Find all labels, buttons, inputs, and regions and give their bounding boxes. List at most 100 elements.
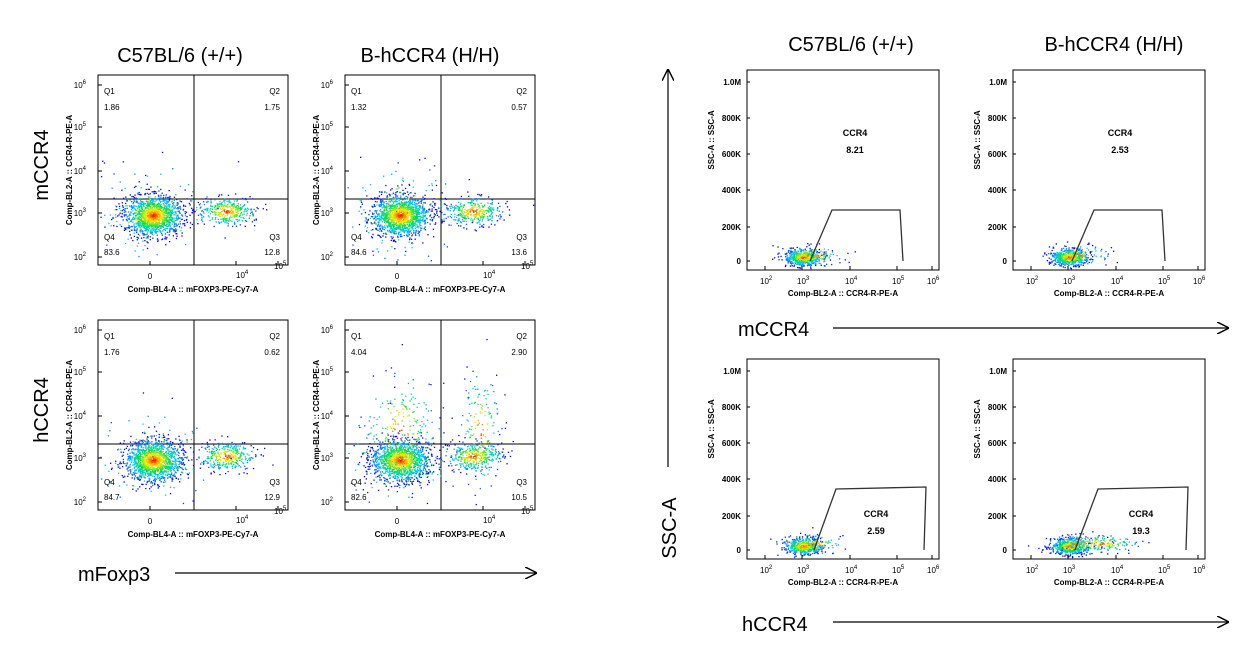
event-dot: [232, 206, 233, 207]
event-dot: [144, 240, 145, 241]
event-dot: [247, 208, 248, 209]
event-dot: [402, 178, 403, 179]
event-dot: [122, 456, 123, 457]
event-dot: [476, 200, 477, 201]
event-dot: [162, 226, 163, 227]
event-dot: [154, 476, 155, 477]
event-dot: [478, 208, 479, 209]
event-dot: [374, 213, 375, 214]
event-dot: [141, 204, 142, 205]
event-dot: [382, 235, 383, 236]
event-dot: [381, 202, 382, 203]
event-dot: [468, 196, 469, 197]
event-dot: [385, 236, 386, 237]
event-dot: [174, 466, 175, 467]
event-dot: [178, 211, 179, 212]
event-dot: [145, 464, 146, 465]
event-dot: [152, 191, 153, 192]
event-dot: [183, 459, 184, 460]
event-dot: [403, 194, 404, 195]
q4-value: 83.6: [104, 248, 120, 257]
event-dot: [203, 201, 204, 202]
event-dot: [138, 220, 139, 221]
right-col2-header: B-hCCR4 (H/H): [1045, 34, 1184, 56]
event-dot: [384, 213, 385, 214]
event-dot: [478, 222, 479, 223]
event-dot: [382, 204, 383, 205]
right-y-arrow-label: SSC-A: [659, 497, 681, 559]
event-dot: [427, 234, 428, 235]
event-dot: [210, 201, 211, 202]
event-dot: [117, 215, 118, 216]
event-dot: [373, 218, 374, 219]
event-dot: [171, 470, 172, 471]
event-dot: [400, 198, 401, 199]
event-dot: [168, 204, 169, 205]
event-dot: [186, 212, 187, 213]
event-dot: [360, 207, 361, 208]
row2-label: hCCR4: [31, 377, 53, 443]
event-dot: [492, 217, 493, 218]
event-dot: [467, 210, 468, 211]
event-dot: [405, 210, 406, 211]
event-dot: [146, 459, 147, 460]
event-dot: [396, 204, 397, 205]
event-dot: [376, 201, 377, 202]
event-dot: [131, 458, 132, 459]
event-dot: [147, 176, 148, 177]
event-dot: [410, 231, 411, 232]
event-dot: [119, 208, 120, 209]
event-dot: [416, 203, 417, 204]
event-dot: [418, 205, 419, 206]
event-dot: [393, 226, 394, 227]
event-dot: [463, 213, 464, 214]
event-dot: [395, 209, 396, 210]
event-dot: [371, 198, 372, 199]
event-dot: [144, 433, 145, 434]
event-dot: [368, 214, 369, 215]
event-dot: [164, 472, 165, 473]
event-dot: [387, 215, 388, 216]
event-dot: [410, 207, 411, 208]
event-dot: [216, 208, 217, 209]
event-dot: [461, 210, 462, 211]
event-dot: [399, 211, 400, 212]
event-dot: [154, 231, 155, 232]
event-dot: [159, 473, 160, 474]
event-dot: [131, 460, 132, 461]
event-dot: [405, 215, 406, 216]
event-dot: [162, 459, 163, 460]
event-dot: [371, 230, 372, 231]
event-dot: [160, 204, 161, 205]
event-dot: [492, 215, 493, 216]
event-dot: [149, 449, 150, 450]
event-dot: [424, 209, 425, 210]
event-dot: [166, 237, 167, 238]
event-dot: [186, 216, 187, 217]
event-dot: [162, 224, 163, 225]
event-dot: [147, 455, 148, 456]
event-dot: [499, 218, 500, 219]
event-dot: [413, 187, 414, 188]
event-dot: [131, 226, 132, 227]
event-dot: [418, 233, 419, 234]
event-dot: [226, 220, 227, 221]
event-dot: [162, 466, 163, 467]
event-dot: [383, 176, 384, 177]
event-dot: [151, 486, 152, 487]
event-dot: [146, 199, 147, 200]
event-dot: [240, 210, 241, 211]
event-dot: [183, 462, 184, 463]
event-dot: [265, 204, 266, 205]
event-dot: [145, 215, 146, 216]
event-dot: [123, 477, 124, 478]
event-dot: [155, 471, 156, 472]
event-dot: [394, 228, 395, 229]
right-x-arrow-label-row2: hCCR4: [742, 614, 808, 636]
event-dot: [462, 208, 463, 209]
event-dot: [176, 478, 177, 479]
event-dot: [163, 201, 164, 202]
event-dot: [470, 219, 471, 220]
event-dot: [173, 457, 174, 458]
event-dot: [434, 205, 435, 206]
